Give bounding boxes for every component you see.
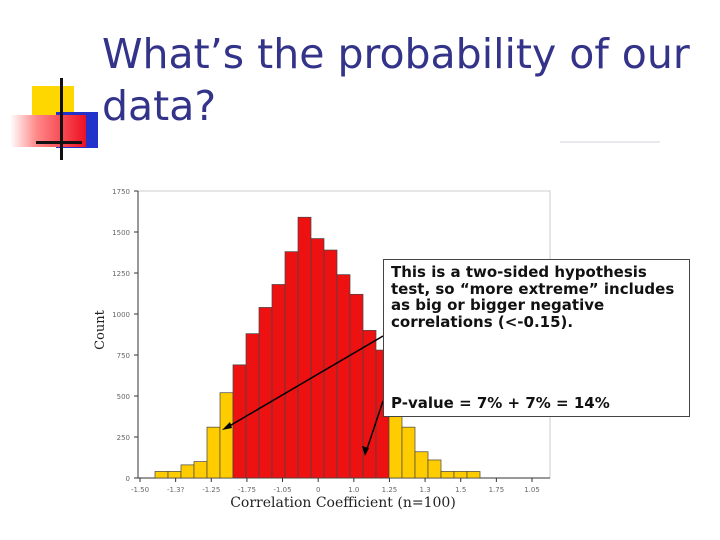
x-tick-label: 1.25	[382, 486, 398, 494]
histogram-bar	[440, 471, 455, 479]
callout-text: This is a two-sided hypothesis test, so …	[391, 263, 675, 331]
y-axis-label: Count	[93, 309, 108, 350]
x-tick-label: 1.3	[420, 486, 431, 494]
histogram-bar	[466, 471, 481, 479]
y-tick-label: 1500	[112, 229, 130, 237]
y-tick-label: 1750	[112, 188, 130, 196]
histogram-bar	[310, 238, 325, 479]
slide-title: What’s the probability of our data?	[102, 30, 690, 130]
x-tick-label: 1.5	[455, 486, 466, 494]
x-tick-label: -1.05	[273, 486, 291, 494]
x-tick-label: -1.25	[202, 486, 220, 494]
x-tick-label: -1.50	[131, 486, 149, 494]
x-axis-label: Correlation Coefficient (n=100)	[230, 495, 456, 511]
x-tick-label: -1.75	[238, 486, 256, 494]
right-arrow-line	[365, 400, 384, 453]
p-value-text: P-value = 7% + 7% = 14%	[391, 394, 610, 412]
histogram-bar	[245, 333, 260, 479]
histogram-bar	[219, 392, 234, 479]
histogram-bar	[232, 364, 247, 479]
callout-box: This is a two-sided hypothesis test, so …	[383, 259, 690, 417]
x-tick-label: 1.75	[489, 486, 505, 494]
right-arrow-head	[362, 446, 369, 456]
y-tick-label: 0	[126, 475, 130, 483]
deco-vertical-line	[60, 78, 63, 160]
histogram-bar	[206, 426, 221, 479]
y-tick-label: 250	[117, 434, 130, 442]
y-tick-label: 1250	[112, 270, 130, 278]
histogram-bar	[427, 459, 442, 479]
y-tick-label: 1000	[112, 311, 130, 319]
histogram-bar	[180, 464, 195, 479]
x-tick-label: -1.3?	[167, 486, 185, 494]
histogram-bar	[271, 284, 286, 479]
histogram-bar	[297, 216, 312, 479]
histogram-bar	[167, 471, 182, 479]
x-tick-label: 0	[316, 486, 320, 494]
histogram-bar	[414, 451, 429, 479]
histogram-bar	[154, 471, 169, 479]
x-tick-label: 1.0	[348, 486, 359, 494]
histogram-bar	[193, 461, 208, 479]
histogram-bars	[154, 216, 481, 479]
deco-horizontal-line	[36, 141, 82, 144]
y-tick-label: 750	[117, 352, 130, 360]
title-divider	[560, 141, 660, 143]
tick-labels: 0 250 500 750 1000 1250 1500 1750 -1.50 -1.3? -1.2…	[112, 188, 540, 494]
histogram-bar	[349, 293, 364, 479]
left-arrow-head	[222, 422, 232, 430]
y-tick-label: 500	[117, 393, 130, 401]
left-arrow-line	[225, 335, 384, 429]
histogram-bar	[401, 426, 416, 479]
callout-arrows	[222, 335, 384, 456]
x-tick-label: 1.05	[524, 486, 540, 494]
histogram-bar	[284, 251, 299, 479]
histogram-bar	[453, 471, 468, 479]
histogram-bar	[362, 330, 377, 479]
histogram-bar	[336, 274, 351, 479]
histogram-bar	[258, 307, 273, 479]
